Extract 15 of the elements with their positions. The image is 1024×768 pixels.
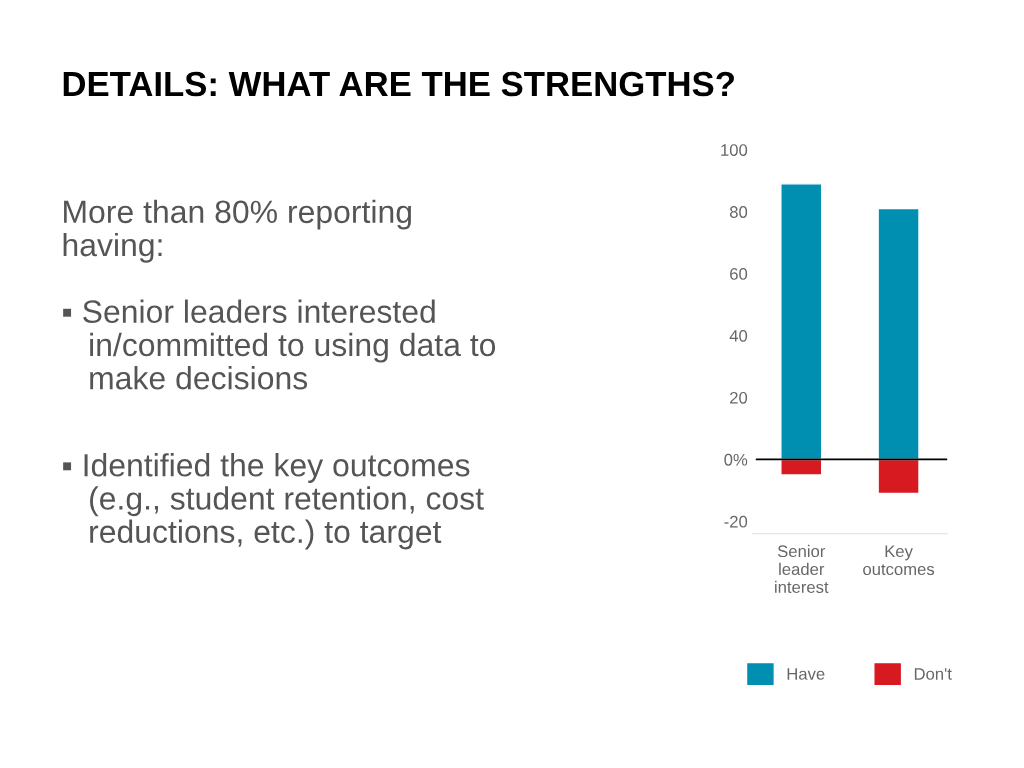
text: DETAILS: WHAT ARE THE STRENGTHS? — [63, 71, 734, 97]
legend-label: Have — [787, 668, 825, 680]
text: ▪ Senior leaders interested in/committed to using data to make decisions — [63, 299, 496, 390]
x-tick-label: Senior leader interest — [775, 544, 829, 594]
y-tick-label: 80 — [729, 206, 748, 218]
legend-label: Don't — [914, 668, 952, 680]
y-tick-label: 60 — [730, 268, 748, 280]
y-tick-label: 40 — [729, 329, 748, 342]
y-tick-label: 100 — [721, 144, 748, 156]
x-tick-label: Key outcomes — [863, 545, 935, 576]
text: ▪ Identified the key outcomes (e.g., student retention, cost reductions, etc.) to target — [63, 453, 484, 550]
y-tick-label: 20 — [730, 391, 748, 404]
text: More than 80% reporting having: — [63, 199, 411, 263]
y-tick-label: -20 — [724, 515, 748, 528]
y-tick-label: 0% — [724, 453, 748, 466]
